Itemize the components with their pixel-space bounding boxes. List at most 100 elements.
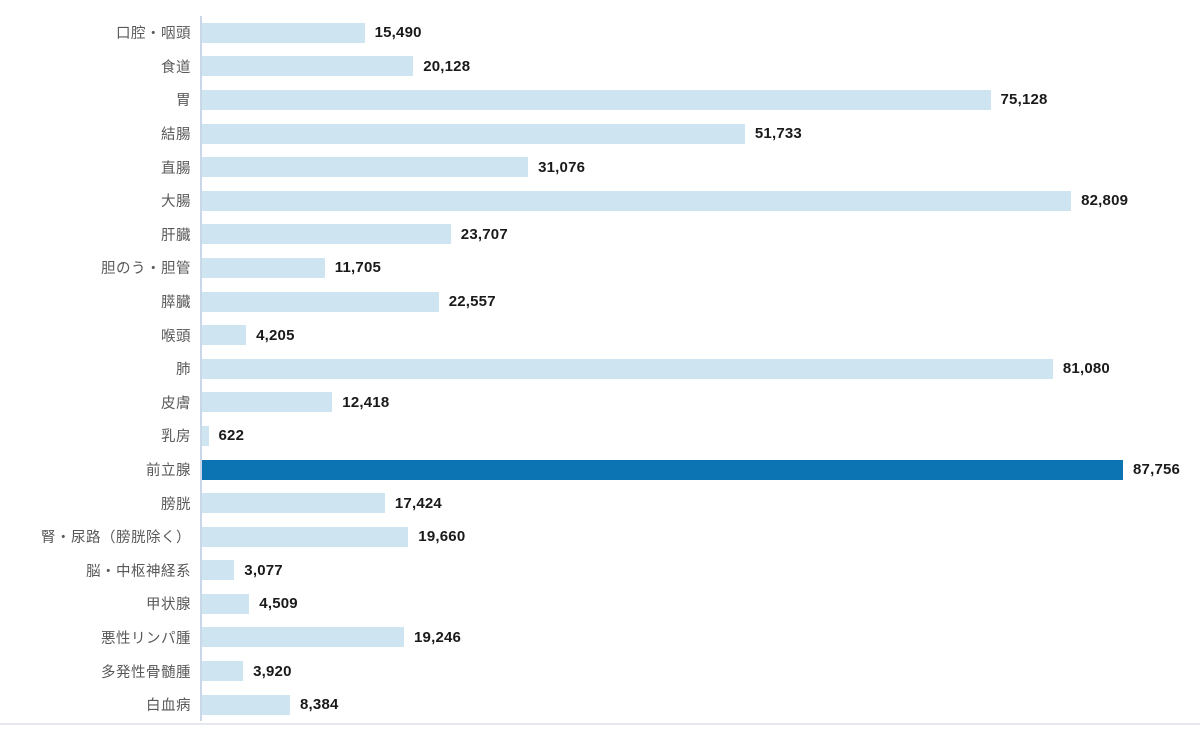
- plot-area: 15,490: [200, 16, 1200, 50]
- bar: [202, 157, 529, 178]
- plot-area: 51,733: [200, 116, 1200, 151]
- bar: [202, 224, 451, 245]
- category-label: 肝臓: [161, 227, 191, 244]
- plot-area: 82,809: [200, 183, 1200, 218]
- value-label: 87,756: [1133, 461, 1181, 479]
- plot-area: 31,076: [200, 150, 1200, 184]
- plot-area: 87,756: [200, 452, 1200, 487]
- value-label: 12,418: [342, 393, 390, 411]
- plot-area: 8,384: [200, 687, 1200, 722]
- bar: [202, 493, 385, 514]
- category-label: 肺: [176, 362, 191, 379]
- chart-row: 前立腺 87,756: [0, 452, 1200, 487]
- value-label: 19,246: [414, 628, 462, 646]
- category-label: 口腔・咽頭: [116, 26, 191, 43]
- plot-area: 17,424: [200, 486, 1200, 520]
- plot-area: 3,920: [200, 654, 1200, 688]
- value-label: 8,384: [300, 696, 339, 714]
- chart-row: 胆のう・胆管 11,705: [0, 251, 1200, 285]
- value-label: 75,128: [1000, 91, 1048, 109]
- chart-row: 食道 20,128: [0, 49, 1200, 84]
- bar: [202, 560, 235, 581]
- category-label: 乳房: [161, 429, 191, 446]
- plot-area: 12,418: [200, 385, 1200, 420]
- chart-row: 口腔・咽頭 15,490: [0, 16, 1200, 50]
- bar: [202, 694, 290, 715]
- bar: [202, 190, 1072, 211]
- chart-row: 肺 81,080: [0, 351, 1200, 386]
- value-label: 17,424: [394, 494, 442, 512]
- category-label: 白血病: [146, 698, 191, 715]
- chart-row: 直腸 31,076: [0, 150, 1200, 184]
- plot-area: 19,246: [200, 620, 1200, 655]
- chart-row: 白血病 8,384: [0, 687, 1200, 722]
- value-label: 11,705: [334, 259, 382, 277]
- category-label: 悪性リンパ腫: [101, 630, 191, 647]
- value-label: 31,076: [538, 158, 586, 176]
- bar: [202, 123, 745, 144]
- chart-row: 甲状腺 4,509: [0, 587, 1200, 621]
- plot-area: 20,128: [200, 49, 1200, 84]
- plot-area: 622: [200, 419, 1200, 453]
- category-label: 結腸: [161, 127, 191, 144]
- category-label: 大腸: [161, 194, 191, 211]
- chart-row: 悪性リンパ腫 19,246: [0, 620, 1200, 655]
- chart-row: 皮膚 12,418: [0, 385, 1200, 420]
- bar: [202, 459, 1123, 480]
- plot-area: 11,705: [200, 251, 1200, 285]
- value-label: 622: [218, 427, 245, 445]
- bar: [202, 593, 250, 614]
- value-label: 3,920: [253, 662, 292, 680]
- chart-row: 膀胱 17,424: [0, 486, 1200, 520]
- value-label: 3,077: [244, 561, 283, 579]
- category-label: 直腸: [161, 160, 191, 177]
- chart-row: 喉頭 4,205: [0, 318, 1200, 352]
- value-label: 19,660: [418, 528, 466, 546]
- value-label: 23,707: [460, 225, 508, 243]
- bar: [202, 392, 333, 413]
- bar: [202, 526, 409, 547]
- bar: [202, 22, 365, 43]
- chart-row: 膵臓 22,557: [0, 284, 1200, 319]
- chart-row: 腎・尿路（膀胱除く） 19,660: [0, 519, 1200, 554]
- chart-rows: 口腔・咽頭 15,490 食道 20,128 胃 75,128 結腸 51,733 直腸 31,0…: [0, 16, 1200, 722]
- value-label: 4,205: [256, 326, 295, 344]
- chart-row: 乳房 622: [0, 419, 1200, 453]
- value-label: 22,557: [448, 293, 496, 311]
- value-label: 81,080: [1062, 360, 1110, 378]
- chart-row: 肝臓 23,707: [0, 217, 1200, 252]
- plot-area: 19,660: [200, 519, 1200, 554]
- value-label: 4,509: [259, 595, 298, 613]
- category-label: 膀胱: [161, 496, 191, 513]
- category-label: 多発性骨髄腫: [101, 664, 191, 681]
- bar: [202, 291, 439, 312]
- category-label: 前立腺: [146, 463, 191, 480]
- category-label: 膵臓: [161, 295, 191, 312]
- chart-row: 結腸 51,733: [0, 116, 1200, 151]
- plot-area: 4,205: [200, 318, 1200, 352]
- category-label: 胃: [176, 93, 191, 110]
- chart-row: 多発性骨髄腫 3,920: [0, 654, 1200, 688]
- plot-area: 81,080: [200, 351, 1200, 386]
- value-label: 20,128: [423, 57, 471, 75]
- bar: [202, 627, 404, 648]
- plot-area: 4,509: [200, 587, 1200, 621]
- bar: [202, 56, 414, 77]
- category-label: 脳・中枢神経系: [86, 563, 191, 580]
- chart-row: 脳・中枢神経系 3,077: [0, 553, 1200, 588]
- bar: [202, 425, 209, 446]
- bar: [202, 89, 991, 110]
- value-label: 51,733: [754, 125, 802, 143]
- plot-area: 3,077: [200, 553, 1200, 588]
- bar: [202, 358, 1053, 379]
- category-label: 喉頭: [161, 328, 191, 345]
- chart-bottom-line: [0, 723, 1200, 725]
- value-label: 82,809: [1081, 192, 1129, 210]
- plot-area: 22,557: [200, 284, 1200, 319]
- plot-area: 23,707: [200, 217, 1200, 252]
- bar: [202, 257, 325, 278]
- bar: [202, 661, 244, 682]
- plot-area: 75,128: [200, 83, 1200, 117]
- value-label: 15,490: [374, 24, 422, 42]
